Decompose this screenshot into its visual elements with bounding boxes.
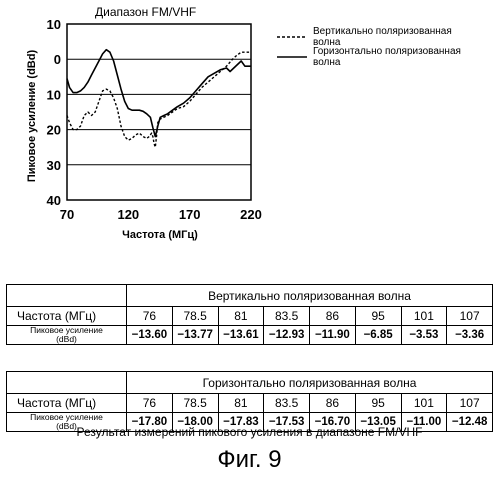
frequency-cell: 76 (127, 394, 173, 413)
frequency-row: Частота (МГц) 7678.58183.58695101107 (7, 394, 493, 413)
frequency-cell: 95 (355, 394, 401, 413)
y-tick-label: 10 (47, 17, 61, 32)
frequency-cell: 107 (447, 394, 493, 413)
gain-cell: −12.93 (264, 326, 310, 345)
gain-row: Пиковое усиление (dBd) −13.60−13.77−13.6… (7, 326, 493, 345)
y-tick-label: 30 (47, 158, 61, 173)
table-title: Вертикально поляризованная волна (127, 285, 493, 307)
gain-label: Пиковое усиление (dBd) (7, 326, 127, 345)
table-title: Горизонтально поляризованная волна (127, 372, 493, 394)
frequency-cell: 101 (401, 307, 447, 326)
gain-cell: −11.90 (310, 326, 356, 345)
legend-label: волна (313, 57, 341, 68)
horizontal-gain-table: Горизонтально поляризованная волна Часто… (6, 371, 493, 432)
vertical-gain-table: Вертикально поляризованная волна Частота… (6, 284, 493, 345)
vertical-polarization-line (67, 52, 251, 147)
gain-label-unit: (dBd) (7, 335, 126, 344)
frequency-cell: 86 (310, 307, 356, 326)
frequency-label: Частота (МГц) (7, 307, 127, 326)
frequency-cell: 83.5 (264, 394, 310, 413)
gain-cell: −13.61 (218, 326, 264, 345)
y-tick-label: 20 (47, 123, 61, 138)
table-corner (7, 285, 127, 307)
frequency-cell: 95 (355, 307, 401, 326)
frequency-cell: 86 (310, 394, 356, 413)
y-axis-title: Пиковое усиление (dBd) (26, 50, 38, 183)
legend: Вертикально поляризованная волнаГоризонта… (277, 26, 461, 68)
frequency-label: Частота (МГц) (7, 394, 127, 413)
frequency-cell: 101 (401, 394, 447, 413)
frequency-cell: 81 (218, 307, 264, 326)
gain-cell: −13.77 (172, 326, 218, 345)
frequency-cell: 78.5 (172, 394, 218, 413)
tick-labels: 10 0 10 20 30 4070 120 170 220 (47, 17, 262, 222)
y-tick-label: 40 (47, 193, 61, 208)
y-tick-label: 0 (54, 52, 61, 67)
horizontal-polarization-line (67, 50, 251, 137)
table-corner (7, 372, 127, 394)
y-tick-label: 10 (47, 87, 61, 102)
frequency-cell: 78.5 (172, 307, 218, 326)
frequency-cell: 81 (218, 394, 264, 413)
chart-title: Диапазон FM/VHF (95, 5, 196, 19)
frequency-cell: 76 (127, 307, 173, 326)
frequency-row: Частота (МГц) 7678.58183.58695101107 (7, 307, 493, 326)
x-tick-label: 120 (117, 207, 139, 222)
frequency-cell: 83.5 (264, 307, 310, 326)
x-tick-label: 220 (240, 207, 262, 222)
gain-chart: Диапазон FM/VHF 10 0 10 20 30 4070 120 170 220 Ч… (0, 0, 499, 270)
x-axis-title: Частота (МГц) (122, 229, 198, 241)
series-lines (67, 50, 251, 148)
gain-cell: −3.53 (401, 326, 447, 345)
legend-label: Вертикально поляризованная (313, 26, 452, 37)
legend-label: Горизонтально поляризованная (313, 46, 461, 57)
frequency-cell: 107 (447, 307, 493, 326)
gain-cell: −3.36 (447, 326, 493, 345)
gain-cell: −13.60 (127, 326, 173, 345)
x-tick-label: 170 (179, 207, 201, 222)
figure-caption: Результат измерений пикового усиления в … (0, 425, 499, 439)
figure-label: Фиг. 9 (0, 446, 499, 474)
gain-cell: −6.85 (355, 326, 401, 345)
x-tick-label: 70 (60, 207, 74, 222)
